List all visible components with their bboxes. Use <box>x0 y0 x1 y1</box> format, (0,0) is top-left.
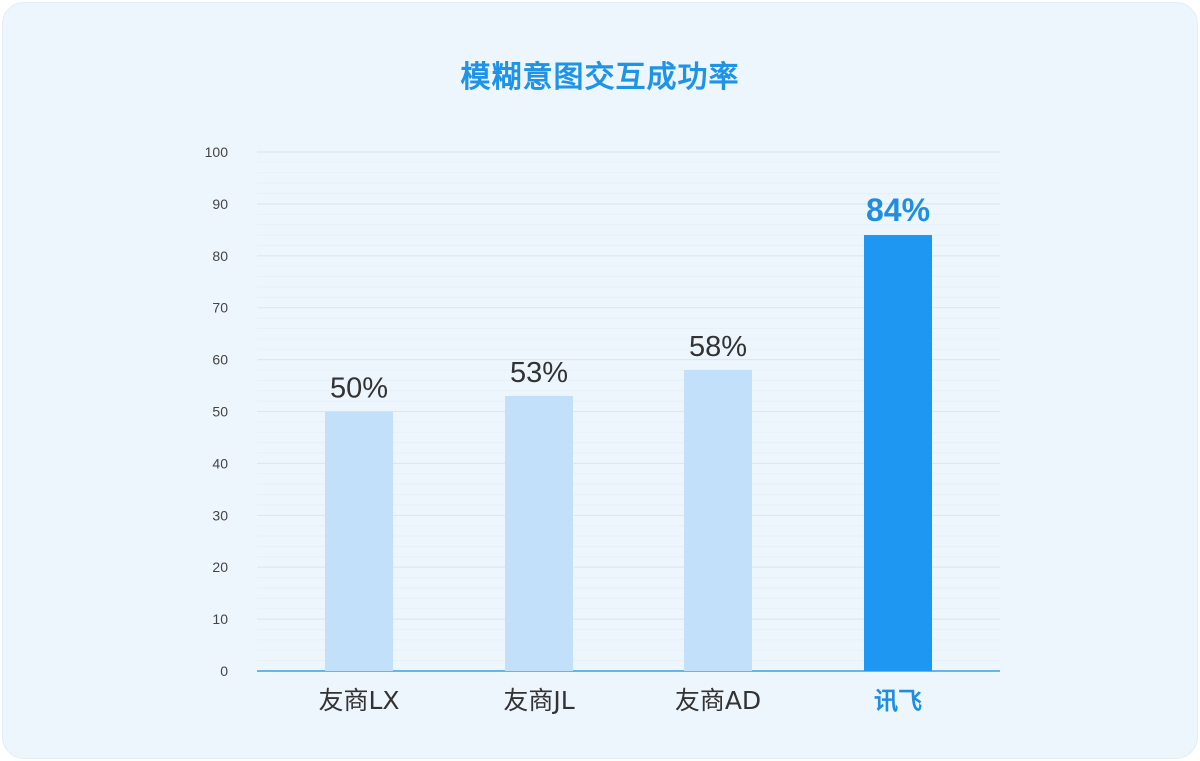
bar <box>325 411 393 671</box>
data-label: 50% <box>330 373 388 405</box>
x-tick-label: 讯飞 <box>874 687 922 715</box>
y-tick-label: 90 <box>212 196 228 212</box>
bar <box>505 395 573 671</box>
y-tick-label: 70 <box>212 300 228 316</box>
x-tick-label: 友商AD <box>675 686 761 715</box>
y-tick-label: 60 <box>212 352 228 368</box>
data-label: 58% <box>689 331 747 363</box>
y-tick-label: 50 <box>212 404 228 420</box>
bar <box>684 369 752 671</box>
y-tick-label: 100 <box>205 144 229 160</box>
y-tick-label: 30 <box>212 507 228 523</box>
y-tick-label: 80 <box>212 248 228 264</box>
data-label: 53% <box>510 357 568 389</box>
x-tick-label: 友商JL <box>503 686 574 715</box>
data-label: 84% <box>866 192 930 228</box>
chart-title: 模糊意图交互成功率 <box>460 61 740 94</box>
bar <box>864 235 932 672</box>
y-tick-label: 40 <box>212 455 228 471</box>
y-tick-label: 20 <box>212 559 228 575</box>
y-tick-label: 10 <box>212 611 228 627</box>
x-tick-label: 友商LX <box>318 686 399 715</box>
y-tick-label: 0 <box>220 663 228 679</box>
